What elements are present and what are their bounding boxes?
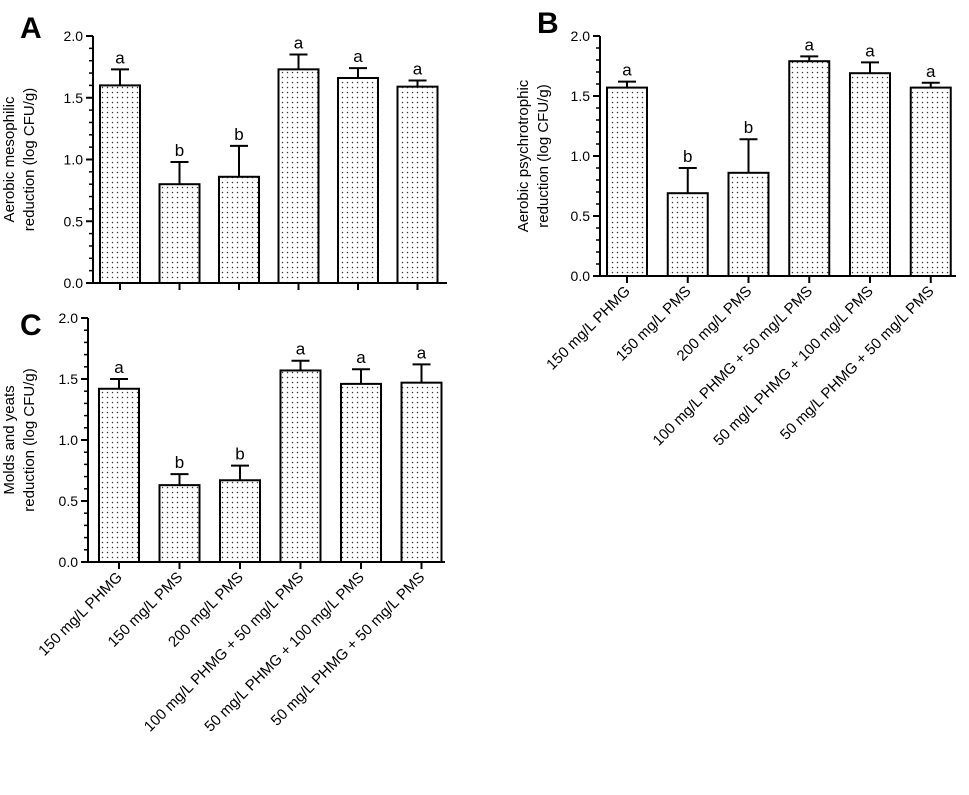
bar [99, 84, 141, 285]
bar [337, 76, 379, 284]
bar [849, 72, 891, 277]
significance-letter: a [114, 358, 124, 377]
significance-letter: a [353, 47, 363, 66]
y-tick-label: 0.5 [59, 493, 79, 509]
y-axis-label: Aerobic psychrotrophic [515, 79, 532, 232]
y-axis-label: reduction (log CFU/g) [21, 368, 38, 511]
y-tick-label: 0.5 [571, 208, 591, 224]
y-tick-label: 1.5 [64, 90, 84, 106]
y-tick-label: 0.5 [64, 213, 84, 229]
y-tick-label: 0.0 [571, 268, 591, 284]
significance-letter: a [413, 59, 423, 78]
y-axis-label: Aerobic mesophilic [1, 96, 18, 222]
y-tick-label: 1.0 [571, 148, 591, 164]
panel-label: C [20, 309, 42, 342]
significance-letter: b [235, 445, 244, 464]
panel-label: A [20, 12, 42, 45]
significance-letter: b [234, 125, 243, 144]
bar [158, 183, 201, 284]
significance-letter: b [175, 453, 184, 472]
significance-letter: a [417, 343, 427, 362]
bar [219, 479, 261, 564]
bar [279, 369, 322, 563]
chart-panel-b: B 0.0 0.5 1.0 1.5 2.0 Aerobic psychrotrophic re… [515, 7, 956, 449]
bar [277, 68, 320, 284]
bar [909, 86, 952, 277]
significance-letter: a [865, 41, 875, 60]
bar [158, 484, 201, 564]
y-tick-label: 1.0 [64, 152, 84, 168]
bar [98, 387, 140, 564]
y-tick-label: 2.0 [571, 28, 591, 44]
y-tick-label: 1.5 [571, 88, 591, 104]
significance-letter: a [926, 62, 936, 81]
y-tick-label: 0.0 [64, 275, 84, 291]
bar [400, 381, 443, 563]
y-tick-label: 1.5 [59, 371, 79, 387]
bar [606, 86, 648, 277]
bar [396, 85, 439, 285]
significance-letter: a [622, 61, 632, 80]
significance-letter: b [744, 118, 753, 137]
significance-letter: a [115, 48, 125, 67]
bar [666, 192, 709, 277]
bar [727, 171, 770, 277]
y-tick-label: 0.0 [59, 554, 79, 570]
y-axis-label: reduction (log CFU/g) [21, 88, 38, 231]
chart-panel-c: C 0.0 0.5 1.0 1.5 2.0 Molds and yeats reduction… [1, 309, 445, 735]
bar [340, 382, 382, 563]
significance-letter: b [175, 141, 184, 160]
y-tick-label: 2.0 [64, 28, 84, 44]
panel-label: B [537, 7, 559, 40]
bar [218, 175, 260, 284]
y-axis-label: reduction (log CFU/g) [535, 84, 552, 227]
bar [788, 60, 831, 278]
significance-letter: a [296, 340, 306, 359]
chart-panel-a: A 0.0 0.5 1.0 1.5 2.0 Aerobic mesophilic reduct… [1, 12, 447, 291]
y-axis-label: Molds and yeats [1, 385, 18, 494]
y-tick-label: 1.0 [59, 432, 79, 448]
significance-letter: b [683, 147, 692, 166]
significance-letter: a [356, 348, 366, 367]
y-tick-label: 2.0 [59, 310, 79, 326]
significance-letter: a [805, 35, 815, 54]
significance-letter: a [294, 34, 304, 53]
